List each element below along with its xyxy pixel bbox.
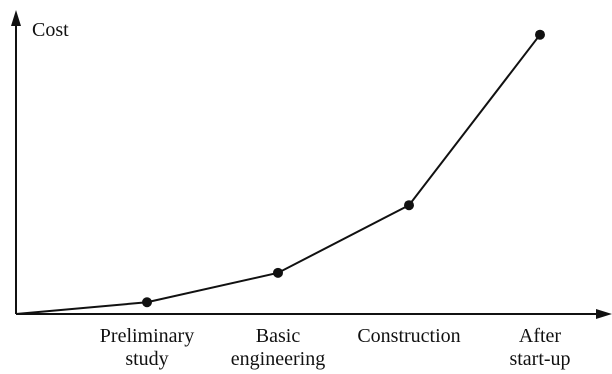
x-tick-label: Preliminary study [100, 325, 194, 370]
y-axis-label: Cost [32, 19, 69, 41]
x-tick-label: Basic engineering [231, 325, 325, 370]
x-tick-label: After start-up [509, 325, 570, 370]
x-axis-arrowhead [596, 309, 612, 319]
series-layer [15, 29, 545, 315]
data-point [142, 297, 152, 308]
data-point [273, 267, 283, 278]
data-point [535, 29, 545, 40]
x-tick-label: Construction [357, 325, 460, 347]
data-point [404, 200, 414, 211]
x-tick-labels: Preliminary study Basic engineering Construc… [100, 325, 571, 370]
y-axis-arrowhead [11, 10, 21, 26]
